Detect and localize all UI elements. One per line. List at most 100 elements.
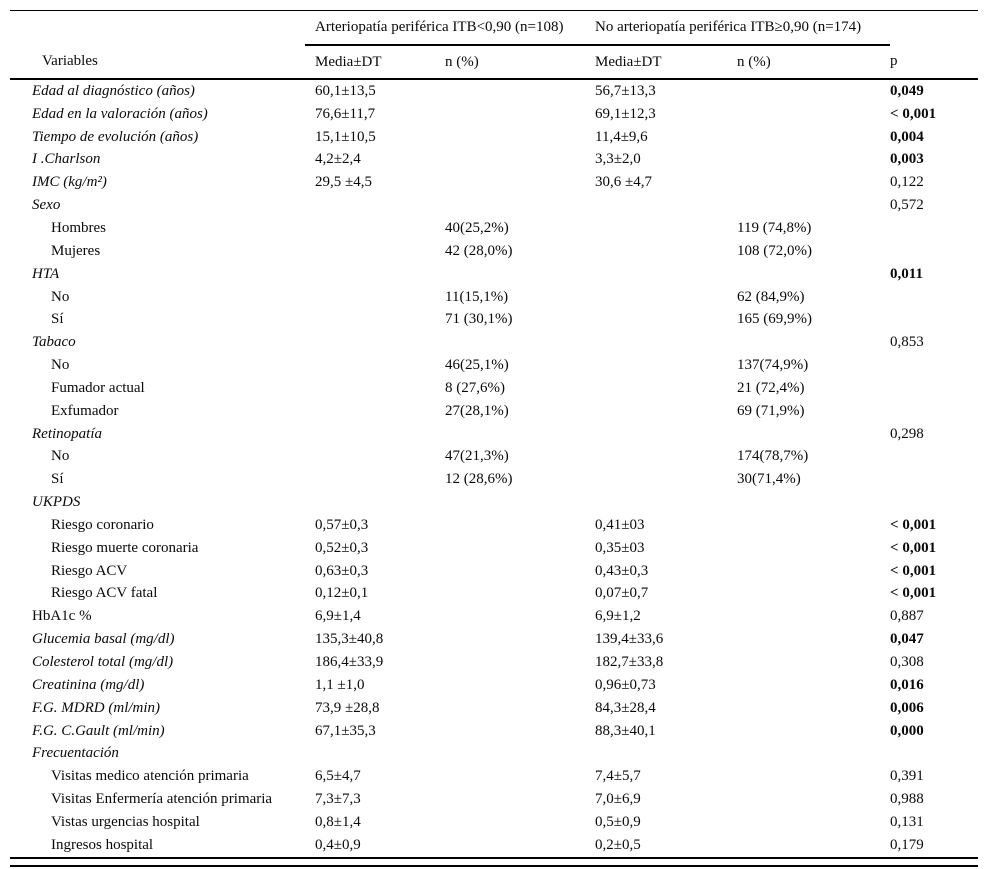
table-row: IMC (kg/m²) 29,5 ±4,5 30,6 ±4,7 0,122: [10, 171, 978, 194]
p-value: 0,308: [890, 654, 924, 671]
n-pct-group2-value: [727, 423, 890, 446]
row-label: Exfumador: [51, 402, 119, 419]
n-pct-group2-value: 30(71,4%): [737, 471, 801, 488]
media-dt-group2-value: [585, 423, 727, 446]
n-pct-group1-value: [435, 423, 585, 446]
p-value: [890, 308, 978, 331]
media-dt-group2-value: 0,43±0,3: [595, 562, 649, 579]
table-row: I .Charlson 4,2±2,4 3,3±2,0 0,003: [10, 149, 978, 172]
n-pct-group1-value: [435, 583, 585, 606]
n-pct-group2-value: [727, 491, 890, 514]
n-pct-group1-value: 71 (30,1%): [445, 311, 513, 328]
media-dt-group2-value: 88,3±40,1: [595, 722, 656, 739]
media-dt-group1-value: [305, 446, 435, 469]
n-pct-group1-value: [435, 560, 585, 583]
n-pct-group1-value: [435, 537, 585, 560]
media-dt-group1-value: 186,4±33,9: [315, 654, 384, 671]
media-dt-group2-value: 7,4±5,7: [595, 768, 641, 785]
p-value: [890, 468, 978, 491]
p-value: 0,000: [890, 722, 924, 739]
p-value: 0,003: [890, 151, 924, 168]
n-pct-group1-value: [435, 149, 585, 172]
table-row: Sexo 0,572: [10, 194, 978, 217]
row-label: Sí: [51, 311, 64, 328]
n-pct-group2-value: [727, 697, 890, 720]
p-value: [890, 377, 978, 400]
row-label: Creatinina (mg/dl): [32, 676, 145, 693]
n-pct-group1-value: 12 (28,6%): [445, 471, 513, 488]
row-label: Colesterol total (mg/dl): [32, 654, 174, 671]
p-value: [890, 491, 978, 514]
media-dt-group2-value: 0,41±03: [595, 516, 645, 533]
p-column-header: p: [890, 45, 979, 80]
n-pct-group2-value: 62 (84,9%): [737, 288, 805, 305]
p-value: [890, 286, 978, 309]
p-value: < 0,001: [890, 105, 937, 122]
table-row: Creatinina (mg/dl) 1,1 ±1,0 0,96±0,73 0,016: [10, 674, 978, 697]
media-dt-group1-value: [305, 240, 435, 263]
media-dt-group1-value: [305, 742, 435, 765]
n-pct-group1-value: [435, 697, 585, 720]
n-pct-group1-value: [435, 103, 585, 126]
media-dt-group1-value: [305, 423, 435, 446]
media-dt-group2-value: 182,7±33,8: [595, 654, 664, 671]
media-dt-group1-value: 0,12±0,1: [315, 585, 369, 602]
n-pct-group2-value: [727, 194, 890, 217]
p-value: 0,122: [890, 174, 924, 191]
table-row: Retinopatía 0,298: [10, 423, 978, 446]
row-label: No: [51, 288, 70, 305]
n-pct-group1-value: [435, 263, 585, 286]
bottom-rule: [10, 865, 978, 867]
row-label: IMC (kg/m²): [32, 174, 107, 191]
table-row: Visitas medico atención primaria 6,5±4,7 7…: [10, 765, 978, 788]
media-dt-group1-value: 29,5 ±4,5: [315, 174, 372, 191]
n-pct-group2-value: [727, 537, 890, 560]
table-row: Hombres 40(25,2%) 119 (74,8%): [10, 217, 978, 240]
media-dt-group2-value: 0,96±0,73: [595, 676, 656, 693]
table-row: Riesgo muerte coronaria 0,52±0,3 0,35±03 < …: [10, 537, 978, 560]
n-pct-group2-value: [727, 171, 890, 194]
p-value: < 0,001: [890, 585, 937, 602]
p-value: 0,011: [890, 265, 923, 282]
table-row: Visitas Enfermería atención primaria 7,3±…: [10, 788, 978, 811]
n-pct-group1-value: [435, 811, 585, 834]
n-pct-group2-value: 69 (71,9%): [737, 402, 805, 419]
media-dt-group1-value: 1,1 ±1,0: [315, 676, 365, 693]
n-pct-group1-value: 27(28,1%): [445, 402, 509, 419]
media-dt-group1-value: [305, 286, 435, 309]
n-pct-group2-value: [727, 628, 890, 651]
media-dt-group2-value: 84,3±28,4: [595, 699, 656, 716]
table-row: Sí 71 (30,1%) 165 (69,9%): [10, 308, 978, 331]
row-label: Vistas urgencias hospital: [51, 813, 200, 830]
row-label: Visitas Enfermería atención primaria: [51, 791, 273, 808]
n-pct-group1-value: 42 (28,0%): [445, 242, 513, 259]
table-row: Ingresos hospital 0,4±0,9 0,2±0,5 0,179: [10, 834, 978, 858]
media-dt-group1-value: 60,1±13,5: [315, 82, 376, 99]
table-row: Exfumador 27(28,1%) 69 (71,9%): [10, 400, 978, 423]
n-pct-group2-value: [727, 103, 890, 126]
media-dt-group1-value: [305, 468, 435, 491]
media-dt-group1-value: 0,57±0,3: [315, 516, 369, 533]
n-pct-group2-value: [727, 149, 890, 172]
n-pct-group2-value: [727, 742, 890, 765]
n-pct-group2-value: 174(78,7%): [737, 448, 809, 465]
table-row: Tabaco 0,853: [10, 331, 978, 354]
group-header-spacer-right: [890, 11, 978, 46]
n-pct-group2-value: [727, 79, 890, 103]
row-label: Riesgo ACV fatal: [51, 585, 158, 602]
media-dt-group2-value: [585, 742, 727, 765]
n-pct-group2-value: 165 (69,9%): [737, 311, 812, 328]
p-value: 0,988: [890, 791, 924, 808]
n-pct-group2-value: [727, 834, 890, 858]
n-pct-group1-value: 46(25,1%): [445, 357, 509, 374]
media-dt-group1-value: 135,3±40,8: [315, 631, 384, 648]
table-row: Edad al diagnóstico (años) 60,1±13,5 56,7±…: [10, 79, 978, 103]
media-dt-group1-value: [305, 217, 435, 240]
table-row: No 11(15,1%) 62 (84,9%): [10, 286, 978, 309]
media-dt-group1-value: 0,8±1,4: [315, 813, 361, 830]
table-row: Sí 12 (28,6%) 30(71,4%): [10, 468, 978, 491]
table-row: Riesgo ACV 0,63±0,3 0,43±0,3 < 0,001: [10, 560, 978, 583]
n-pct-group2-value: [727, 560, 890, 583]
n-pct-group2-value: 108 (72,0%): [737, 242, 812, 259]
table-row: Tiempo de evolución (años) 15,1±10,5 11,4±…: [10, 126, 978, 149]
